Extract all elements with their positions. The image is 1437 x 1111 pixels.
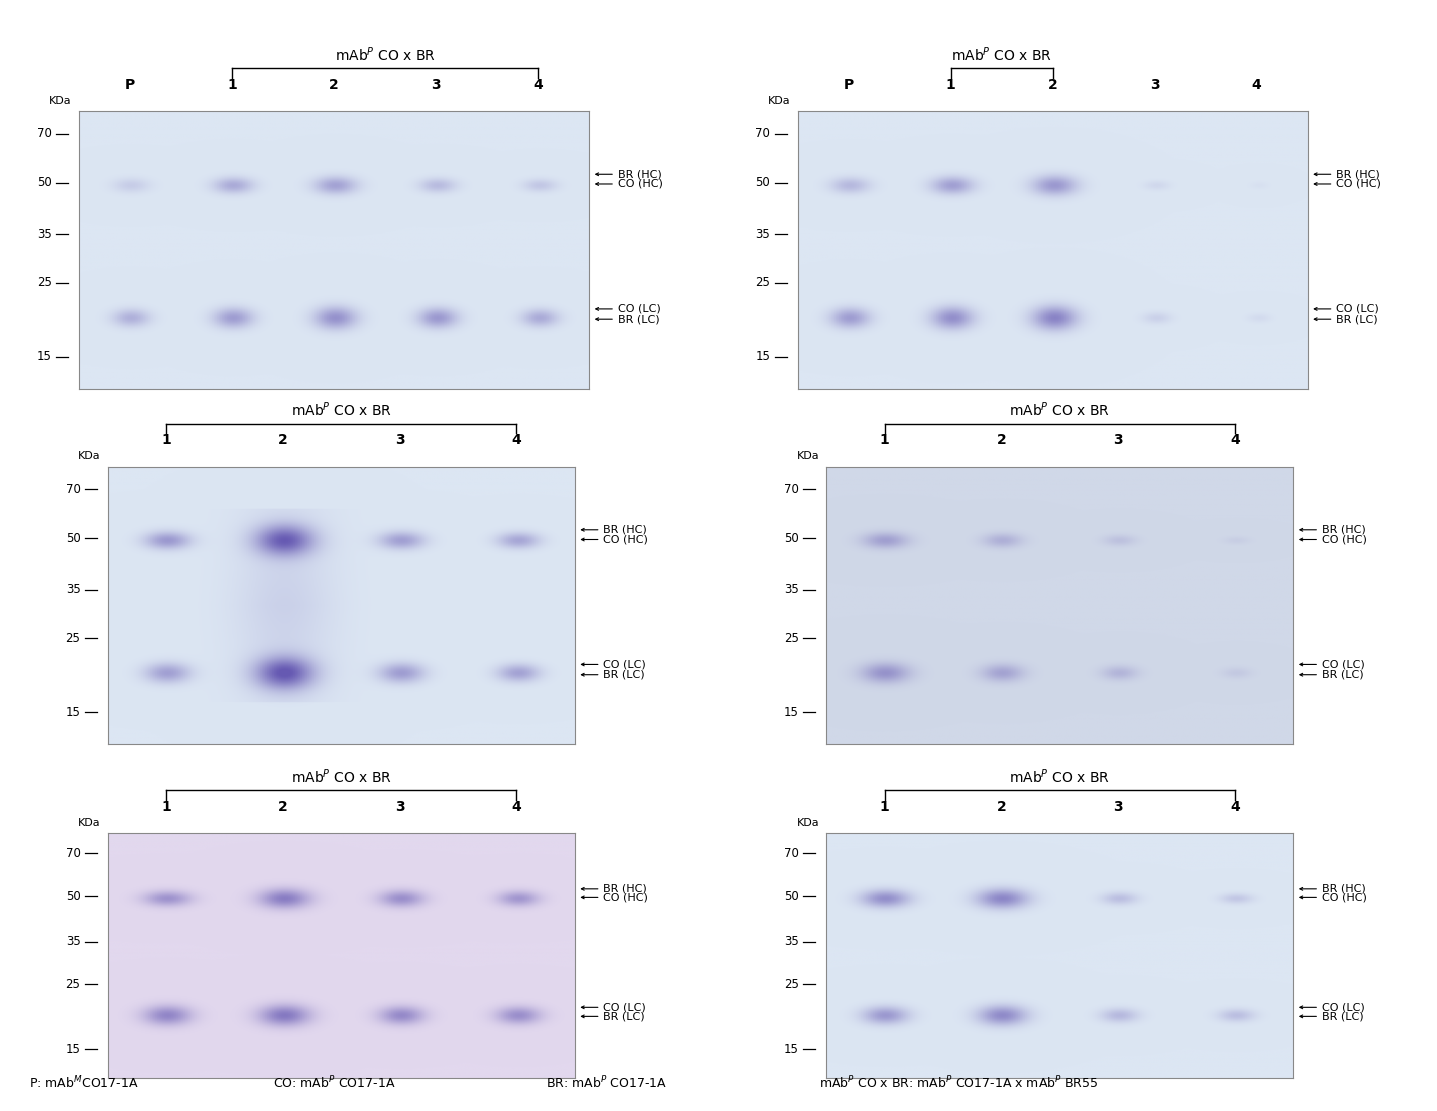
Text: CO (LC): CO (LC) xyxy=(1322,660,1365,670)
Text: 4: 4 xyxy=(512,800,522,813)
Text: 1: 1 xyxy=(227,78,237,92)
Text: mAb$^P$ CO x BR: mAb$^P$ CO x BR xyxy=(290,400,392,419)
Text: 4: 4 xyxy=(1230,433,1240,447)
Text: 4: 4 xyxy=(1252,78,1262,92)
Text: 35: 35 xyxy=(37,228,52,241)
Text: 25: 25 xyxy=(785,978,799,991)
Text: CO (LC): CO (LC) xyxy=(604,660,647,670)
Text: BR (LC): BR (LC) xyxy=(618,314,660,324)
Text: 4: 4 xyxy=(533,78,543,92)
Text: P: P xyxy=(125,78,135,92)
Text: 25: 25 xyxy=(37,277,52,289)
Text: 50: 50 xyxy=(37,177,52,189)
Text: 1: 1 xyxy=(879,800,890,813)
Text: BR (HC): BR (HC) xyxy=(1336,169,1380,179)
Text: KDa: KDa xyxy=(49,96,72,106)
Text: 2: 2 xyxy=(996,800,1006,813)
Text: P: P xyxy=(844,78,854,92)
Text: 50: 50 xyxy=(756,177,770,189)
Text: 25: 25 xyxy=(785,632,799,644)
Text: 3: 3 xyxy=(431,78,441,92)
Text: 25: 25 xyxy=(66,632,80,644)
Text: 15: 15 xyxy=(785,705,799,719)
Text: 3: 3 xyxy=(395,433,404,447)
Text: 3: 3 xyxy=(1114,800,1122,813)
Text: mAb$^P$ CO x BR: mAb$^P$ CO x BR xyxy=(335,44,435,63)
Text: CO (HC): CO (HC) xyxy=(604,534,648,544)
Text: 1: 1 xyxy=(161,433,171,447)
Text: BR (HC): BR (HC) xyxy=(1322,524,1365,534)
Text: 35: 35 xyxy=(66,935,80,948)
Text: CO (LC): CO (LC) xyxy=(1336,304,1380,314)
Text: KDa: KDa xyxy=(796,819,819,829)
Text: KDa: KDa xyxy=(796,451,819,461)
Text: 70: 70 xyxy=(756,128,770,140)
Text: 15: 15 xyxy=(66,705,80,719)
Text: BR (HC): BR (HC) xyxy=(604,524,647,534)
Text: 70: 70 xyxy=(66,847,80,860)
Text: 2: 2 xyxy=(277,433,287,447)
Text: CO (HC): CO (HC) xyxy=(618,179,662,189)
Text: CO (HC): CO (HC) xyxy=(1336,179,1381,189)
Text: 50: 50 xyxy=(66,890,80,902)
Text: 1: 1 xyxy=(879,433,890,447)
Text: CO (LC): CO (LC) xyxy=(604,1002,647,1012)
Text: 50: 50 xyxy=(66,532,80,544)
Text: CO (HC): CO (HC) xyxy=(1322,892,1367,902)
Text: 15: 15 xyxy=(756,350,770,363)
Text: CO (HC): CO (HC) xyxy=(604,892,648,902)
Text: 3: 3 xyxy=(395,800,404,813)
Text: mAb$^P$ CO x BR: mAb$^P$ CO x BR xyxy=(1009,400,1111,419)
Text: 35: 35 xyxy=(66,583,80,597)
Text: 70: 70 xyxy=(785,847,799,860)
Text: 35: 35 xyxy=(785,583,799,597)
Text: CO: mAb$^P$ CO17-1A: CO: mAb$^P$ CO17-1A xyxy=(273,1074,395,1091)
Text: 2: 2 xyxy=(277,800,287,813)
Text: 4: 4 xyxy=(512,433,522,447)
Text: 2: 2 xyxy=(329,78,339,92)
Text: KDa: KDa xyxy=(767,96,790,106)
Text: 70: 70 xyxy=(37,128,52,140)
Text: 1: 1 xyxy=(946,78,956,92)
Text: CO (LC): CO (LC) xyxy=(1322,1002,1365,1012)
Text: mAb$^P$ CO x BR: mAb$^P$ CO x BR xyxy=(951,44,1052,63)
Text: BR (LC): BR (LC) xyxy=(604,670,645,680)
Text: BR (LC): BR (LC) xyxy=(1322,1011,1364,1021)
Text: 25: 25 xyxy=(756,277,770,289)
Text: 50: 50 xyxy=(785,890,799,902)
Text: 25: 25 xyxy=(66,978,80,991)
Text: P: mAb$^M$CO17-1A: P: mAb$^M$CO17-1A xyxy=(29,1074,138,1091)
Text: 3: 3 xyxy=(1150,78,1160,92)
Text: 35: 35 xyxy=(785,935,799,948)
Text: BR (HC): BR (HC) xyxy=(1322,884,1365,894)
Text: CO (HC): CO (HC) xyxy=(1322,534,1367,544)
Text: BR (LC): BR (LC) xyxy=(604,1011,645,1021)
Text: 2: 2 xyxy=(1048,78,1058,92)
Text: CO (LC): CO (LC) xyxy=(618,304,661,314)
Text: 70: 70 xyxy=(785,483,799,496)
Text: 15: 15 xyxy=(37,350,52,363)
Text: 2: 2 xyxy=(996,433,1006,447)
Text: BR (HC): BR (HC) xyxy=(604,884,647,894)
Text: 4: 4 xyxy=(1230,800,1240,813)
Text: 15: 15 xyxy=(785,1043,799,1055)
Text: KDa: KDa xyxy=(78,819,101,829)
Text: mAb$^P$ CO x BR: mAb$^P$ CO17-1A x mAb$^P$ BR55: mAb$^P$ CO x BR: mAb$^P$ CO17-1A x mAb$^… xyxy=(819,1074,1098,1091)
Text: mAb$^P$ CO x BR: mAb$^P$ CO x BR xyxy=(1009,768,1111,785)
Text: 1: 1 xyxy=(161,800,171,813)
Text: mAb$^P$ CO x BR: mAb$^P$ CO x BR xyxy=(290,768,392,785)
Text: BR (LC): BR (LC) xyxy=(1336,314,1378,324)
Text: 35: 35 xyxy=(756,228,770,241)
Text: 70: 70 xyxy=(66,483,80,496)
Text: 50: 50 xyxy=(785,532,799,544)
Text: KDa: KDa xyxy=(78,451,101,461)
Text: BR (HC): BR (HC) xyxy=(618,169,661,179)
Text: BR (LC): BR (LC) xyxy=(1322,670,1364,680)
Text: BR: mAb$^P$ CO17-1A: BR: mAb$^P$ CO17-1A xyxy=(546,1074,667,1091)
Text: 15: 15 xyxy=(66,1043,80,1055)
Text: 3: 3 xyxy=(1114,433,1122,447)
